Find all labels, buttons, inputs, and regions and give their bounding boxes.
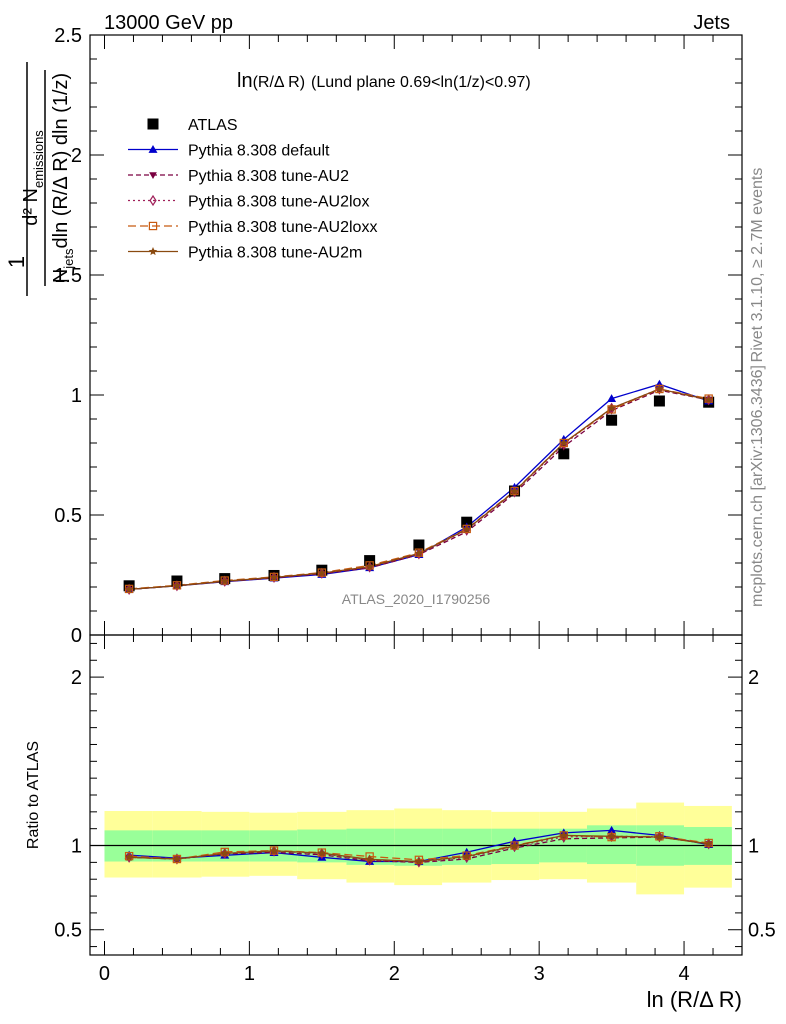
- ratio-point: [607, 825, 617, 834]
- main-ytick-label: 0.5: [54, 505, 82, 527]
- mc-point: [559, 438, 569, 447]
- mcplots-label: mcplots.cern.ch [arXiv:1306.3436]: [749, 365, 766, 607]
- xtick-label: 2: [389, 963, 400, 985]
- mc-point: [510, 487, 519, 496]
- x-axis-label: ln (R/Δ R): [647, 987, 742, 1012]
- title-suffix: (Lund plane 0.69<ln(1/z)<0.97): [311, 74, 531, 91]
- ratio-point: [269, 846, 279, 855]
- legend-label: ATLAS: [188, 117, 238, 134]
- main-series-group: [123, 379, 715, 596]
- ylabel-top: d² N: [20, 188, 42, 226]
- ratio-point: [365, 854, 374, 863]
- ratio-point: [607, 831, 616, 840]
- ratio-ytick-label: 1: [71, 836, 82, 858]
- main-series-line: [129, 389, 709, 591]
- title-prefix: ln: [237, 70, 253, 92]
- ratio-ylabel: Ratio to ATLAS: [25, 741, 42, 849]
- legend-marker: [149, 194, 157, 207]
- ratio-ytick-label: 0.5: [54, 920, 82, 942]
- mc-point: [607, 403, 616, 412]
- ylabel-numerator: 1: [4, 256, 29, 268]
- mc-point: [269, 572, 279, 581]
- mc-point: [462, 524, 471, 533]
- legend-marker: [149, 172, 157, 180]
- atlas-data-point: [653, 395, 665, 407]
- xtick-label: 4: [678, 963, 689, 985]
- mc-point: [365, 562, 374, 571]
- legend-marker: [148, 145, 158, 153]
- atlas-data-point: [606, 414, 618, 426]
- ratio-point: [704, 839, 713, 848]
- xtick-label: 1: [244, 963, 255, 985]
- ratio-series-group: [124, 825, 714, 868]
- ratio-point: [559, 830, 569, 840]
- ylabel-top-sub: emissions: [31, 130, 46, 188]
- ratio-point: [414, 857, 424, 866]
- ylabel-bottom-sub: jets: [61, 248, 76, 270]
- rivet-label: Rivet 3.1.10, ≥ 2.7M events: [749, 168, 766, 363]
- ratio-ytick-label-right: 2: [748, 667, 759, 689]
- ratio-point: [317, 848, 327, 857]
- mc-point: [124, 584, 134, 593]
- ratio-frame: [89, 634, 743, 956]
- main-ytick-label: 1: [71, 385, 82, 407]
- mc-point: [607, 394, 617, 402]
- svg-text:d² Nemissions: d² Nemissions: [20, 130, 46, 226]
- legend-marker: [148, 247, 158, 256]
- legend-label: Pythia 8.308 tune-AU2m: [188, 245, 362, 262]
- ylabel-bottom-rest: dln (R/Δ R) dln (1/z): [50, 73, 72, 249]
- main-ytick-label: 2.5: [54, 25, 82, 47]
- ratio-point: [220, 848, 229, 858]
- atlas-data-point: [461, 516, 473, 528]
- legend-label: Pythia 8.308 tune-AU2loxx: [188, 219, 377, 236]
- legend-label: Pythia 8.308 tune-AU2: [188, 168, 349, 185]
- ratio-point: [510, 841, 519, 850]
- ratio-point: [655, 832, 664, 841]
- axes-group: 0 0.5 1 1.5 2 2.5 0.5 0.5 1 1 2 2 0 1 2 3 4: [54, 25, 776, 985]
- mc-point: [704, 395, 713, 404]
- svg-text:Njetsdln (R/Δ R) dln (1/z): Njetsdln (R/Δ R) dln (1/z): [50, 73, 76, 283]
- ylabel-inner: d² Nemissions Njetsdln (R/Δ R) dln (1/z): [20, 70, 76, 286]
- xtick-label: 0: [99, 963, 110, 985]
- legend-marker: [147, 118, 159, 130]
- ratio-ytick-label: 2: [71, 667, 82, 689]
- ratio-ytick-label-right: 0.5: [748, 920, 776, 942]
- main-ytick-label: 2: [71, 145, 82, 167]
- main-ytick-label: 1.5: [54, 265, 82, 287]
- ratio-point: [172, 854, 182, 863]
- mc-point: [317, 568, 327, 577]
- mc-point: [172, 581, 182, 590]
- main-ytick-label: 0: [71, 625, 82, 647]
- legend-label: Pythia 8.308 tune-AU2lox: [188, 194, 369, 211]
- atlas-data-point: [558, 448, 570, 460]
- mc-point: [220, 576, 229, 585]
- ratio-point: [124, 852, 134, 861]
- xtick-label: 3: [534, 963, 545, 985]
- mc-point: [655, 384, 664, 393]
- header-right: Jets: [693, 12, 730, 34]
- legend: ATLAS Pythia 8.308 default Pythia 8.308 tu…: [128, 117, 377, 262]
- analysis-watermark: ATLAS_2020_I1790256: [342, 591, 491, 607]
- atlas-data-point: [413, 539, 425, 551]
- ylabel-bottom: N: [50, 269, 72, 283]
- main-title: ln(R/Δ R) (Lund plane 0.69<ln(1/z)<0.97): [237, 70, 531, 92]
- ratio-uncertainty-bands: [90, 802, 742, 895]
- ratio-point: [510, 836, 520, 845]
- title-var: (R/Δ R): [253, 74, 305, 91]
- legend-label: Pythia 8.308 default: [188, 143, 330, 160]
- ratio-ytick-label-right: 1: [748, 836, 759, 858]
- atlas-data-point: [364, 555, 376, 567]
- mc-point: [414, 548, 424, 557]
- ratio-point: [655, 831, 664, 843]
- header-left: 13000 GeV pp: [104, 12, 233, 34]
- legend-marker: [148, 221, 158, 231]
- main-ylabel: 1 d² Nemissions Njetsdln (R/Δ R) dln (1/…: [4, 62, 76, 296]
- ratio-point: [462, 852, 471, 861]
